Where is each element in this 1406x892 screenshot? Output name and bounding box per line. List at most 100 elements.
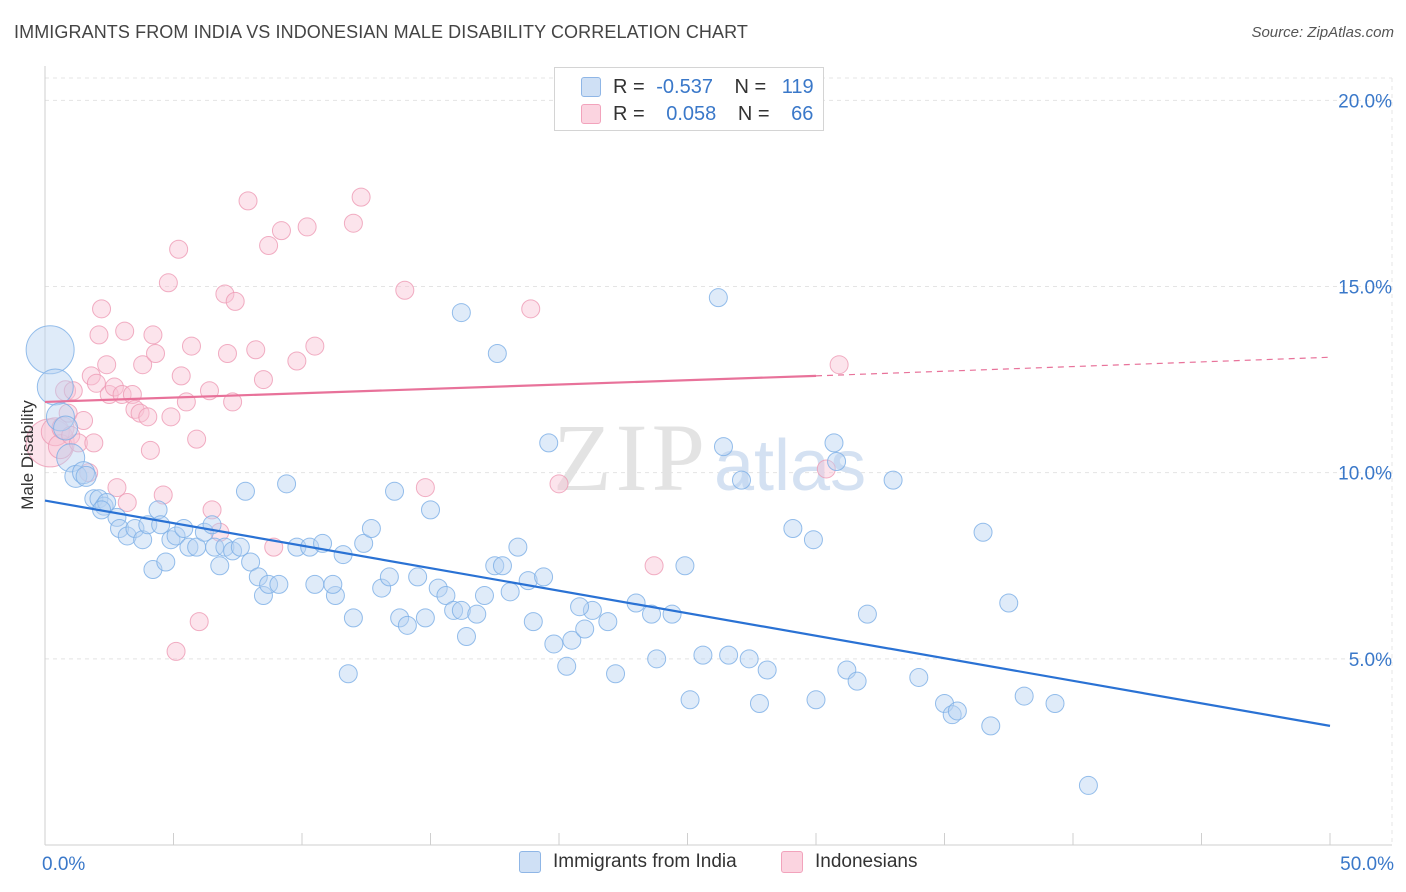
point (749, 694, 769, 714)
point (693, 645, 713, 665)
point (647, 649, 667, 669)
point (53, 415, 79, 441)
point (161, 530, 181, 550)
point (187, 429, 207, 449)
point (277, 474, 297, 494)
point (158, 273, 178, 293)
point (181, 336, 201, 356)
point (415, 478, 435, 498)
point (421, 500, 440, 520)
point (223, 392, 243, 412)
point (575, 619, 595, 639)
point (523, 612, 543, 632)
point (857, 604, 877, 624)
point (115, 321, 135, 341)
point (202, 500, 222, 520)
point (883, 470, 903, 490)
point (395, 280, 415, 300)
point (179, 537, 199, 557)
point (148, 500, 168, 520)
point (97, 355, 117, 375)
point (385, 481, 405, 501)
point (143, 325, 163, 345)
point (1078, 775, 1098, 795)
point (189, 612, 209, 632)
point (133, 355, 153, 375)
point (713, 437, 733, 457)
point (84, 433, 104, 453)
point (140, 440, 160, 460)
point (84, 489, 104, 509)
y-tick-label-3: 20.0% (1338, 91, 1392, 112)
y-tick-label-2: 15.0% (1338, 278, 1392, 299)
point (25, 325, 75, 375)
point (582, 600, 602, 620)
point (508, 537, 528, 557)
point (56, 443, 86, 473)
point (246, 340, 266, 360)
point (492, 556, 512, 576)
r-label: R = (613, 102, 645, 125)
point (534, 567, 554, 587)
point (803, 530, 823, 550)
watermark-zip: ZIP (553, 404, 709, 511)
point (235, 481, 255, 501)
point (739, 649, 759, 669)
point (176, 392, 196, 412)
trend-lines (44, 356, 1331, 727)
point (467, 604, 487, 624)
point (153, 485, 173, 505)
point (253, 370, 273, 390)
point (606, 664, 626, 684)
point (361, 519, 381, 539)
point (217, 344, 237, 364)
trend-line-indonesians (44, 374, 817, 404)
point (829, 355, 849, 375)
point (68, 433, 88, 453)
point (156, 552, 176, 572)
point (719, 645, 739, 665)
point (351, 187, 371, 207)
point (549, 474, 569, 494)
point (259, 574, 279, 594)
trend-line-indonesians-extension (815, 356, 1331, 377)
point (485, 556, 505, 576)
point (264, 537, 284, 557)
series-india (25, 288, 1098, 795)
point (397, 615, 417, 635)
point (174, 519, 194, 539)
point (210, 556, 230, 576)
point (644, 556, 664, 576)
y-tick-label-0: 5.0% (1349, 650, 1392, 671)
point (86, 373, 106, 393)
y-tick-label-1: 10.0% (1338, 464, 1392, 485)
point (783, 519, 803, 539)
n-value-indonesians: 66 (791, 102, 814, 125)
point (642, 604, 662, 624)
point (942, 705, 962, 725)
point (557, 656, 577, 676)
point (161, 407, 181, 427)
point (166, 526, 186, 546)
series-legend: Immigrants from India Indonesians (0, 851, 1406, 879)
point (287, 351, 307, 371)
point (372, 578, 392, 598)
x-tick-label-1: 50.0% (1340, 854, 1394, 875)
x-tick-label-0: 0.0% (42, 854, 85, 875)
point (205, 537, 225, 557)
point (451, 600, 471, 620)
point (133, 530, 153, 550)
point (521, 299, 541, 319)
point (325, 586, 345, 606)
point (451, 303, 471, 323)
r-label: R = (613, 75, 645, 98)
point (824, 433, 844, 453)
r-value-india: -0.537 (656, 75, 713, 98)
tick-labels: 5.0% 10.0% 15.0% 20.0% 0.0% 50.0% (42, 91, 1394, 875)
point (999, 593, 1019, 613)
point (305, 336, 325, 356)
point (297, 217, 317, 237)
legend-label-indonesians: Indonesians (815, 851, 918, 872)
point (408, 567, 428, 587)
point (125, 519, 145, 539)
